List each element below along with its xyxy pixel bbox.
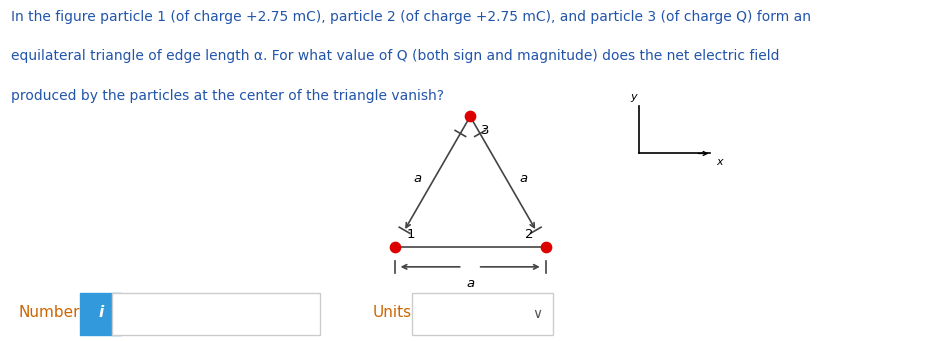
FancyBboxPatch shape — [412, 293, 553, 335]
Text: i: i — [98, 305, 103, 320]
Text: equilateral triangle of edge length α. For what value of Q (both sign and magnit: equilateral triangle of edge length α. F… — [11, 49, 780, 63]
Text: a: a — [519, 172, 527, 185]
Text: produced by the particles at the center of the triangle vanish?: produced by the particles at the center … — [11, 89, 445, 103]
Text: Units: Units — [373, 305, 412, 320]
FancyBboxPatch shape — [80, 293, 121, 335]
Text: ∨: ∨ — [533, 307, 542, 321]
Text: x: x — [716, 157, 723, 167]
Text: 1: 1 — [407, 228, 415, 241]
Text: 2: 2 — [525, 228, 534, 241]
Text: y: y — [630, 92, 638, 102]
Text: a: a — [413, 172, 421, 185]
Text: a: a — [466, 278, 474, 291]
Point — [538, 244, 553, 250]
Text: 3: 3 — [481, 124, 489, 137]
Point — [463, 114, 478, 119]
Point — [387, 244, 402, 250]
FancyBboxPatch shape — [112, 293, 320, 335]
Text: In the figure particle 1 (of charge +2.75 mC), particle 2 (of charge +2.75 mC), : In the figure particle 1 (of charge +2.7… — [11, 10, 812, 24]
Text: Number: Number — [19, 305, 80, 320]
